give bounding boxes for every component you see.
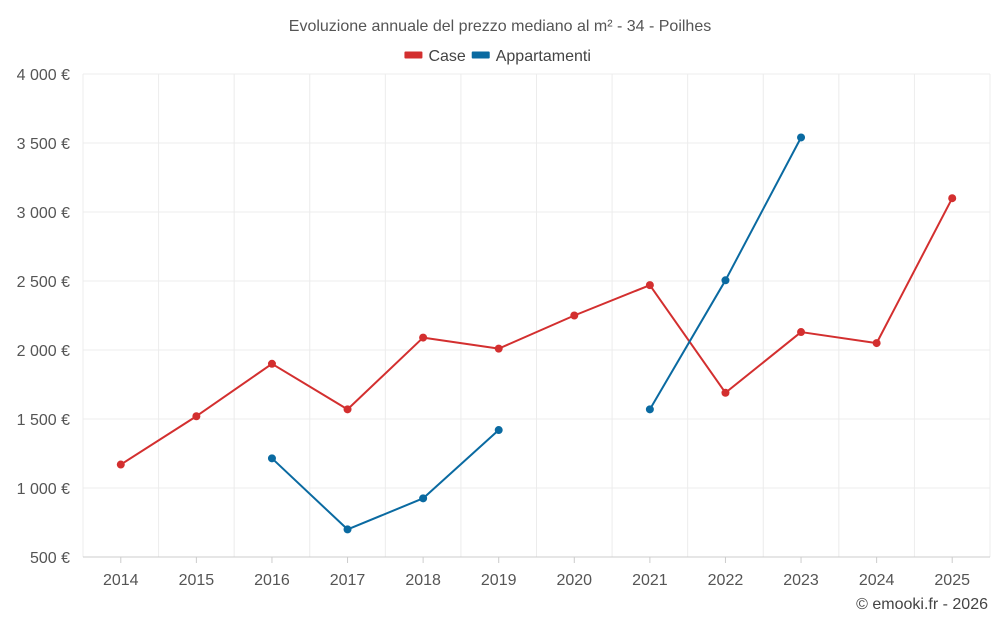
- chart-grid: [82, 73, 991, 557]
- x-tick-label: 2020: [556, 572, 592, 589]
- chart-series: [116, 133, 957, 534]
- data-point-case[interactable]: [267, 359, 276, 368]
- data-point-appartamenti[interactable]: [419, 494, 428, 503]
- data-point-case[interactable]: [948, 194, 957, 203]
- y-tick-label: 500 €: [30, 550, 70, 567]
- x-tick-label: 2015: [179, 572, 215, 589]
- x-tick-label: 2017: [330, 572, 366, 589]
- data-point-case[interactable]: [645, 281, 654, 290]
- data-point-appartamenti[interactable]: [645, 405, 654, 414]
- data-point-case[interactable]: [797, 328, 806, 337]
- y-tick-label: 2 500 €: [17, 274, 70, 291]
- x-tick-label: 2014: [103, 572, 139, 589]
- legend-swatch: [404, 51, 423, 59]
- chart-title: Evoluzione annuale del prezzo mediano al…: [289, 18, 711, 35]
- data-point-case[interactable]: [192, 412, 201, 421]
- x-tick-label: 2024: [859, 572, 895, 589]
- y-tick-label: 1 500 €: [17, 412, 70, 429]
- series-line-appartamenti: [649, 137, 802, 410]
- data-point-appartamenti[interactable]: [797, 133, 806, 142]
- legend-item-appartamenti[interactable]: Appartamenti: [471, 48, 591, 65]
- x-tick-label: 2021: [632, 572, 668, 589]
- data-point-appartamenti[interactable]: [267, 454, 276, 463]
- chart-legend: Case Appartamenti: [404, 48, 591, 65]
- y-tick-label: 3 000 €: [17, 205, 70, 222]
- legend-label: Case: [428, 48, 465, 65]
- data-point-case[interactable]: [494, 344, 503, 353]
- credit-text: © emooki.fr - 2026: [856, 596, 988, 613]
- legend-label: Appartamenti: [496, 48, 591, 65]
- data-point-case[interactable]: [116, 460, 125, 469]
- legend-swatch: [471, 51, 490, 59]
- data-point-case[interactable]: [419, 333, 428, 342]
- x-tick-label: 2025: [934, 572, 970, 589]
- x-tick-label: 2019: [481, 572, 517, 589]
- data-point-case[interactable]: [570, 311, 579, 320]
- y-tick-label: 3 500 €: [17, 136, 70, 153]
- y-tick-label: 4 000 €: [17, 67, 70, 84]
- x-tick-label: 2022: [708, 572, 744, 589]
- chart-axes: 500 € 1 000 € 1 500 € 2 000 € 2 500 € 3 000 €…: [17, 67, 990, 589]
- y-tick-label: 1 000 €: [17, 481, 70, 498]
- x-tick-label: 2016: [254, 572, 290, 589]
- data-point-appartamenti[interactable]: [343, 525, 352, 534]
- data-point-case[interactable]: [872, 339, 881, 348]
- data-point-case[interactable]: [721, 388, 730, 397]
- series-line-case: [120, 197, 954, 466]
- x-tick-label: 2018: [405, 572, 441, 589]
- series-line-appartamenti: [271, 429, 500, 531]
- x-tick-label: 2023: [783, 572, 819, 589]
- legend-item-case[interactable]: Case: [404, 48, 466, 65]
- data-point-appartamenti[interactable]: [721, 276, 730, 285]
- data-point-appartamenti[interactable]: [494, 426, 503, 435]
- y-tick-label: 2 000 €: [17, 343, 70, 360]
- data-point-case[interactable]: [343, 405, 352, 414]
